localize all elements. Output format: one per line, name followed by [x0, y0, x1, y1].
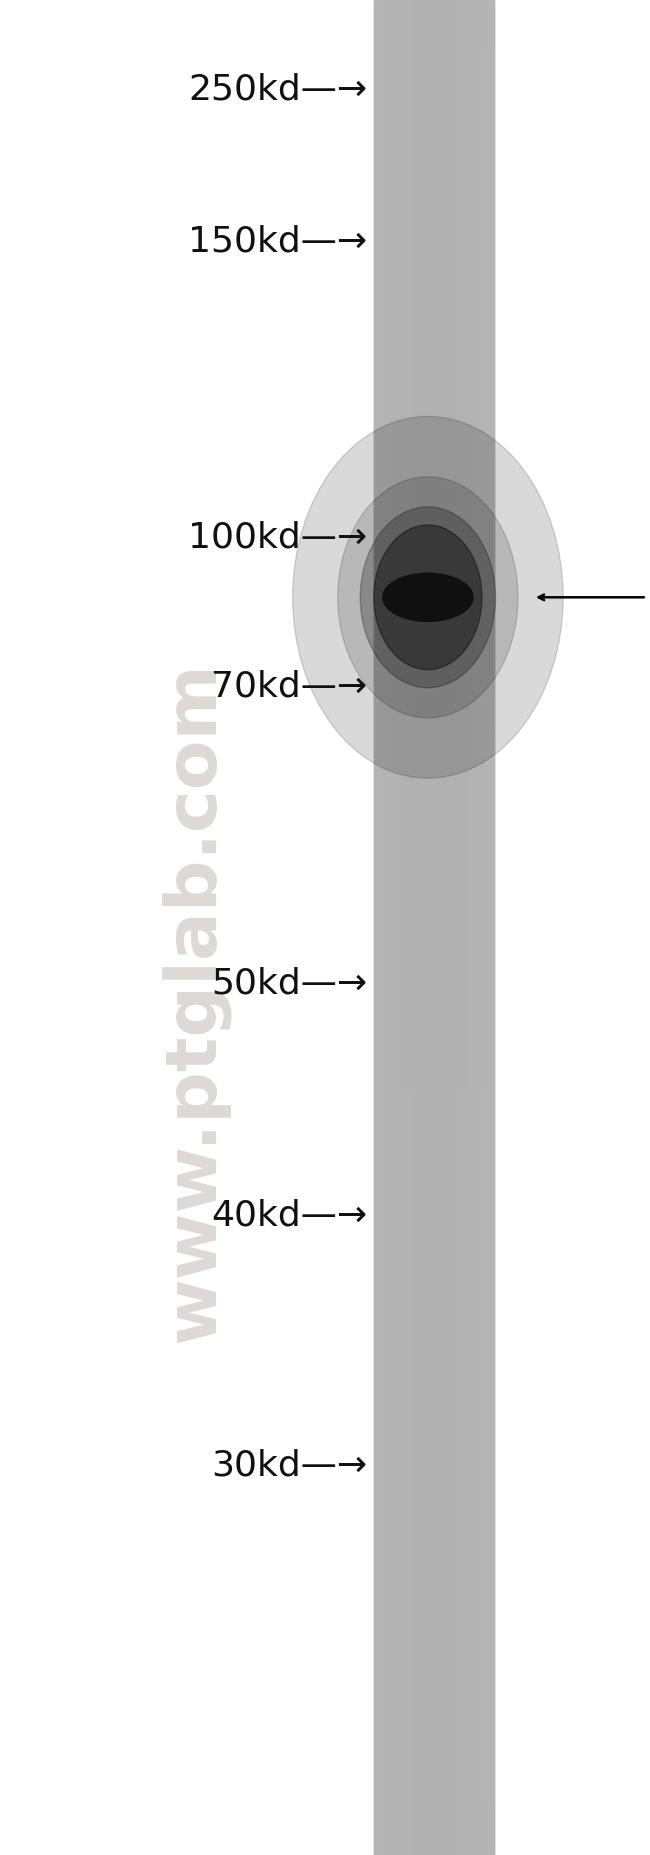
Ellipse shape: [360, 506, 495, 688]
Text: www.ptglab.com: www.ptglab.com: [161, 660, 229, 1343]
Ellipse shape: [292, 417, 563, 779]
Ellipse shape: [338, 477, 518, 718]
Text: 100kd—→: 100kd—→: [188, 521, 367, 555]
Text: 150kd—→: 150kd—→: [188, 224, 367, 258]
Ellipse shape: [383, 573, 473, 621]
Text: 50kd—→: 50kd—→: [211, 966, 367, 1000]
Text: 70kd—→: 70kd—→: [211, 670, 367, 703]
Ellipse shape: [374, 525, 482, 670]
Text: 250kd—→: 250kd—→: [188, 72, 367, 106]
Text: 40kd—→: 40kd—→: [211, 1198, 367, 1232]
Text: 30kd—→: 30kd—→: [211, 1449, 367, 1482]
